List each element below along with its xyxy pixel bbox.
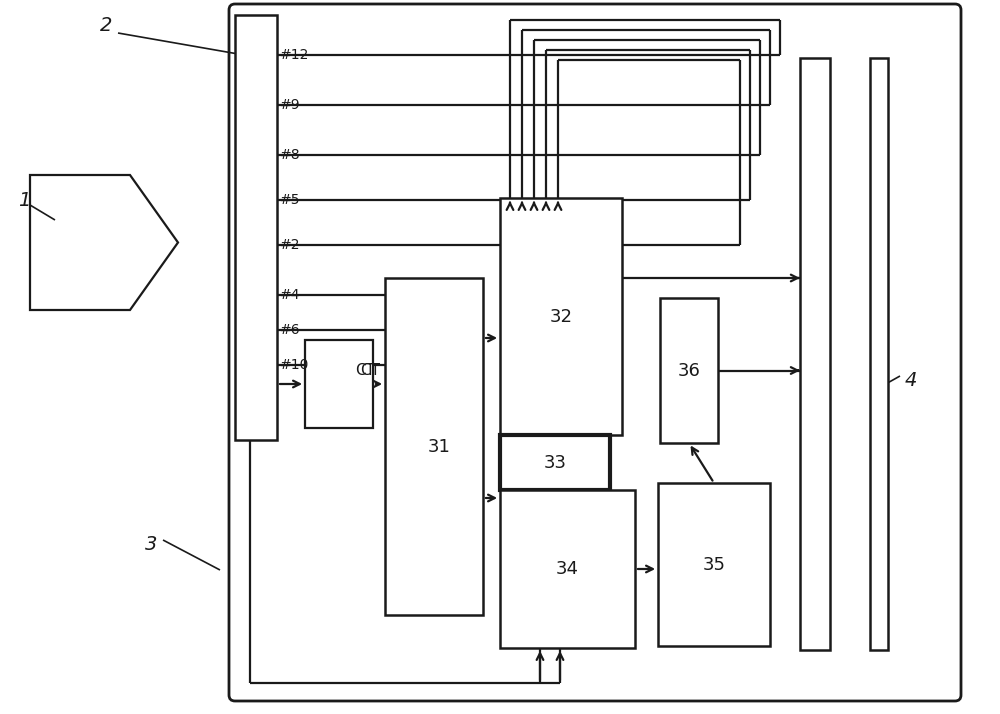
Text: #5: #5 (280, 193, 301, 207)
Text: 36: 36 (678, 361, 700, 380)
Bar (870, 58, 888, 650)
Bar (500, 198, 622, 435)
Text: #12: #12 (280, 48, 309, 62)
Text: #4: #4 (280, 288, 301, 302)
Text: 31: 31 (428, 438, 450, 456)
Text: CT: CT (355, 363, 375, 378)
Text: 1: 1 (18, 191, 30, 209)
Text: #8: #8 (280, 148, 301, 162)
Text: 4: 4 (905, 371, 917, 390)
Bar (385, 278, 483, 615)
Bar (235, 15, 277, 440)
Text: #6: #6 (280, 323, 301, 337)
Bar (500, 490, 635, 648)
Bar (660, 298, 718, 443)
Text: CT: CT (360, 363, 380, 378)
Text: 2: 2 (100, 16, 112, 34)
Text: #9: #9 (280, 98, 301, 112)
FancyBboxPatch shape (229, 4, 961, 701)
Text: 34: 34 (556, 560, 579, 578)
Bar (800, 58, 830, 650)
Text: #10: #10 (280, 358, 309, 372)
Bar (658, 483, 770, 646)
Bar (305, 340, 373, 428)
Text: 3: 3 (145, 536, 157, 555)
Text: #2: #2 (280, 238, 301, 252)
Text: 35: 35 (702, 555, 726, 573)
Text: 33: 33 (544, 453, 566, 471)
Bar (500, 435, 610, 490)
Text: 32: 32 (550, 308, 572, 326)
